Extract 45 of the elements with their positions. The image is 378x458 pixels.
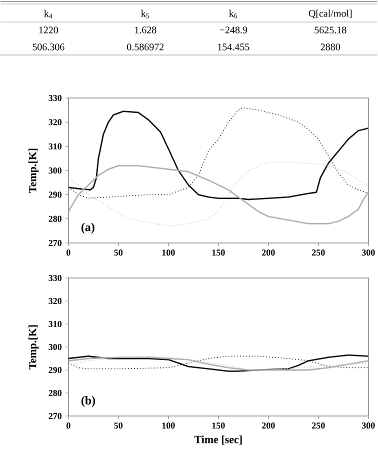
x-tick-label: 50 [114, 250, 122, 256]
text: 506.306 [32, 44, 64, 50]
x-tick-label: 300 [362, 250, 375, 256]
y-tick-label: 320 [48, 119, 62, 126]
text: Q[cal/mol] [308, 10, 352, 18]
text: 154.455 [218, 44, 250, 50]
y-tick-label: 320 [48, 298, 62, 304]
text: 1.628 [134, 26, 156, 34]
text: 0.586972 [126, 44, 164, 50]
text: 5625.18 [314, 26, 346, 34]
x-tick-label: 300 [362, 422, 375, 429]
y-tick-label: 290 [48, 366, 62, 374]
text: 1220 [39, 26, 58, 34]
x-tick-label: 200 [262, 422, 275, 429]
y-tick-label: 330 [48, 94, 62, 102]
text: k$_{6}$ [228, 10, 237, 18]
y-tick-label: 300 [48, 167, 62, 174]
text: −248.9 [220, 26, 247, 34]
x-tick-label: 100 [162, 422, 175, 429]
y-tick-label: 310 [48, 143, 62, 150]
y-axis-title: Temp.[K] [28, 148, 38, 193]
x-axis-title: Time [sec] [194, 435, 242, 445]
y-tick-label: 280 [48, 216, 62, 222]
y-tick-label: 330 [48, 274, 62, 282]
x-tick-label: 0 [66, 250, 70, 256]
x-tick-label: 0 [66, 422, 70, 429]
y-axis-title: Temp.[K] [28, 325, 38, 370]
x-tick-label: 150 [212, 422, 225, 429]
x-tick-label: 50 [114, 422, 122, 429]
x-tick-label: 250 [312, 250, 325, 256]
x-tick-label: 150 [212, 250, 225, 256]
text: k$_{4}$ [44, 10, 52, 18]
x-tick-label: 250 [312, 422, 325, 429]
annotation: (b) [81, 396, 95, 407]
y-tick-label: 270 [48, 412, 62, 420]
y-tick-label: 300 [48, 344, 62, 350]
x-tick-label: 200 [262, 250, 275, 256]
text: k$_{5}$ [140, 10, 149, 18]
text: 2880 [320, 44, 340, 50]
y-tick-label: 310 [48, 320, 62, 328]
y-tick-label: 290 [48, 192, 62, 198]
x-tick-label: 100 [162, 250, 175, 256]
y-tick-label: 270 [48, 240, 62, 246]
annotation: (a) [81, 222, 94, 234]
y-tick-label: 280 [48, 390, 62, 396]
